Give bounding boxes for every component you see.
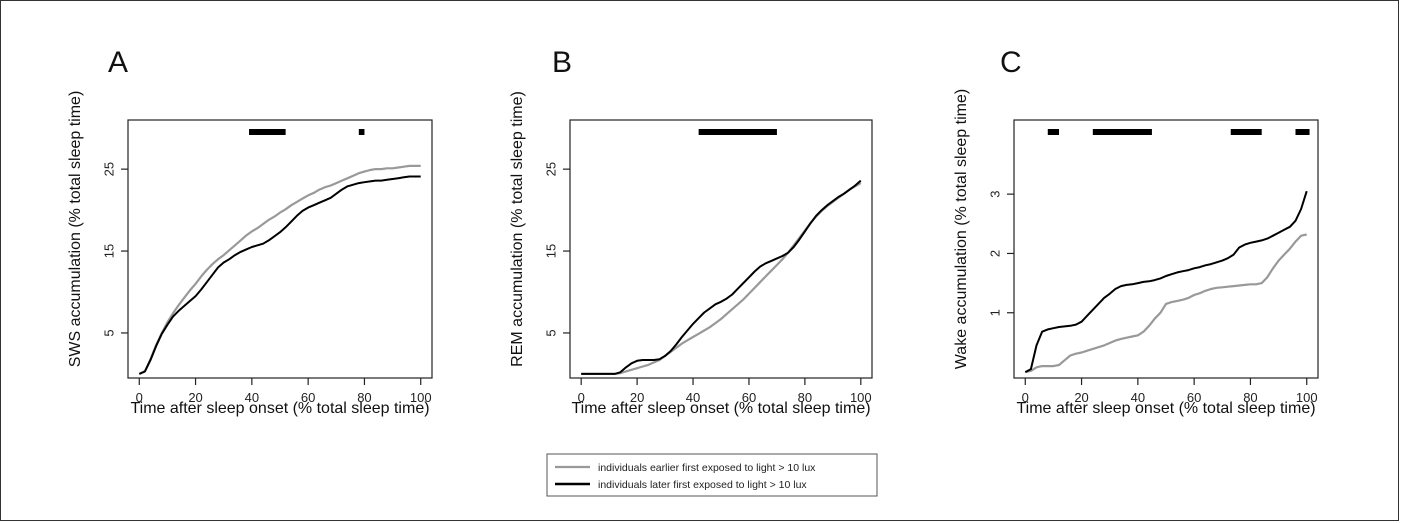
significance-bar bbox=[1295, 129, 1310, 135]
y-tick-label: 5 bbox=[543, 329, 558, 336]
x-tick-label: 100 bbox=[410, 390, 432, 405]
panel-label: C bbox=[1000, 46, 1022, 79]
y-tick-label: 1 bbox=[987, 309, 1002, 316]
series-line-later bbox=[1024, 190, 1308, 373]
y-axis-title: REM accumulation (% total sleep time) bbox=[509, 91, 526, 367]
x-axis-title: Time after sleep onset (% total sleep ti… bbox=[1016, 400, 1315, 417]
x-tick-label: 20 bbox=[1074, 390, 1088, 405]
significance-bar bbox=[698, 129, 777, 135]
panel-a: A 0 20 40 60 80 100 5 15 25 Time after sleep onset… bbox=[67, 46, 433, 417]
x-tick-label: 60 bbox=[742, 390, 756, 405]
significance-bar bbox=[358, 129, 365, 135]
x-tick-label: 0 bbox=[1022, 390, 1029, 405]
legend-label: individuals earlier first exposed to lig… bbox=[598, 462, 816, 474]
x-tick-label: 100 bbox=[1296, 390, 1318, 405]
y-tick-label: 2 bbox=[987, 250, 1002, 257]
x-tick-label: 40 bbox=[245, 390, 259, 405]
significance-bar bbox=[1230, 129, 1262, 135]
series-line-earlier bbox=[1025, 233, 1307, 374]
plot-box bbox=[569, 119, 873, 379]
x-tick-label: 60 bbox=[301, 390, 315, 405]
x-tick-label: 0 bbox=[578, 390, 585, 405]
legend-label: individuals later first exposed to light… bbox=[598, 479, 807, 491]
x-tick-label: 80 bbox=[357, 390, 371, 405]
x-tick-label: 20 bbox=[188, 390, 202, 405]
x-axis-title: Time after sleep onset (% total sleep ti… bbox=[130, 400, 429, 417]
plot-box bbox=[127, 119, 433, 379]
y-tick-label: 5 bbox=[101, 329, 116, 336]
x-tick-label: 40 bbox=[686, 390, 700, 405]
plot-box bbox=[1013, 119, 1319, 379]
significance-bar bbox=[1047, 129, 1060, 135]
x-tick-label: 100 bbox=[850, 390, 872, 405]
legend: individuals earlier first exposed to lig… bbox=[546, 453, 878, 497]
y-tick-label: 3 bbox=[987, 191, 1002, 198]
panel-c: C 0 20 40 60 80 100 1 2 3 Time after sleep onset (… bbox=[953, 46, 1319, 417]
significance-bar bbox=[1092, 129, 1152, 135]
panel-label: B bbox=[552, 46, 572, 79]
y-tick-label: 15 bbox=[101, 244, 116, 258]
significance-bar bbox=[249, 129, 286, 135]
x-axis-title: Time after sleep onset (% total sleep ti… bbox=[571, 400, 870, 417]
series-line-earlier bbox=[138, 164, 421, 375]
series-line-later bbox=[581, 179, 862, 375]
x-tick-label: 60 bbox=[1187, 390, 1201, 405]
x-tick-label: 20 bbox=[630, 390, 644, 405]
y-axis-title: Wake accumulation (% total sleep time) bbox=[953, 89, 970, 369]
y-tick-label: 25 bbox=[101, 162, 116, 176]
x-tick-label: 0 bbox=[136, 390, 143, 405]
y-axis-title: SWS accumulation (% total sleep time) bbox=[67, 91, 84, 368]
y-tick-label: 25 bbox=[543, 162, 558, 176]
x-tick-label: 40 bbox=[1131, 390, 1145, 405]
x-tick-label: 80 bbox=[798, 390, 812, 405]
panel-b: B 0 20 40 60 80 100 5 15 25 Time after sleep onset… bbox=[509, 46, 873, 417]
series-line-later bbox=[138, 175, 421, 375]
x-tick-label: 80 bbox=[1243, 390, 1257, 405]
legend-box bbox=[546, 453, 878, 497]
y-tick-label: 15 bbox=[543, 244, 558, 258]
panel-label: A bbox=[108, 46, 128, 79]
